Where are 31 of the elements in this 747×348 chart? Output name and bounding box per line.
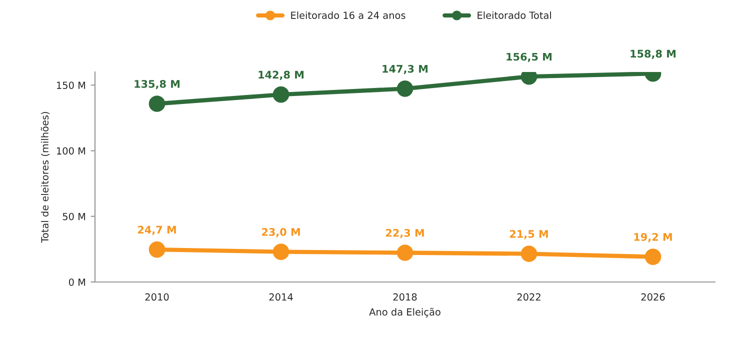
point xyxy=(396,80,414,97)
data-label: 23,0 M xyxy=(262,228,300,238)
point xyxy=(148,241,166,258)
x-axis-title: Ano da Eleição xyxy=(369,308,440,318)
data-label: 158,8 M xyxy=(630,50,676,59)
data-label: 24,7 M xyxy=(138,226,176,236)
x-tick-label: 2018 xyxy=(393,293,417,301)
y-tick-label: 150 M xyxy=(57,82,86,89)
x-tick-label: 2010 xyxy=(145,293,169,301)
x-tick-label: 2014 xyxy=(269,293,293,301)
data-label: 19,2 M xyxy=(634,233,672,242)
data-label: 142,8 M xyxy=(258,70,304,80)
data-label: 156,5 M xyxy=(506,52,552,62)
y-axis-title: Total de eleitores (milhões) xyxy=(40,112,50,243)
x-tick-label: 2022 xyxy=(517,293,540,301)
data-label: 147,3 M xyxy=(382,64,428,74)
data-label: 135,8 M xyxy=(134,80,180,90)
x-tick-label: 2026 xyxy=(641,293,665,301)
y-tick-label: 100 M xyxy=(57,147,86,155)
point xyxy=(272,86,290,103)
point xyxy=(148,96,166,112)
data-label: 21,5 M xyxy=(510,230,548,240)
y-tick-label: 0 M xyxy=(68,278,86,286)
point xyxy=(520,246,538,262)
y-tick-label: 50 M xyxy=(62,212,86,220)
legend-label: Eleitorado Total xyxy=(478,11,551,19)
point xyxy=(644,248,662,265)
point xyxy=(272,244,290,260)
point xyxy=(396,244,414,261)
data-label: 22,3 M xyxy=(386,228,424,238)
legend-label: Eleitorado 16 a 24 anos xyxy=(291,11,406,19)
